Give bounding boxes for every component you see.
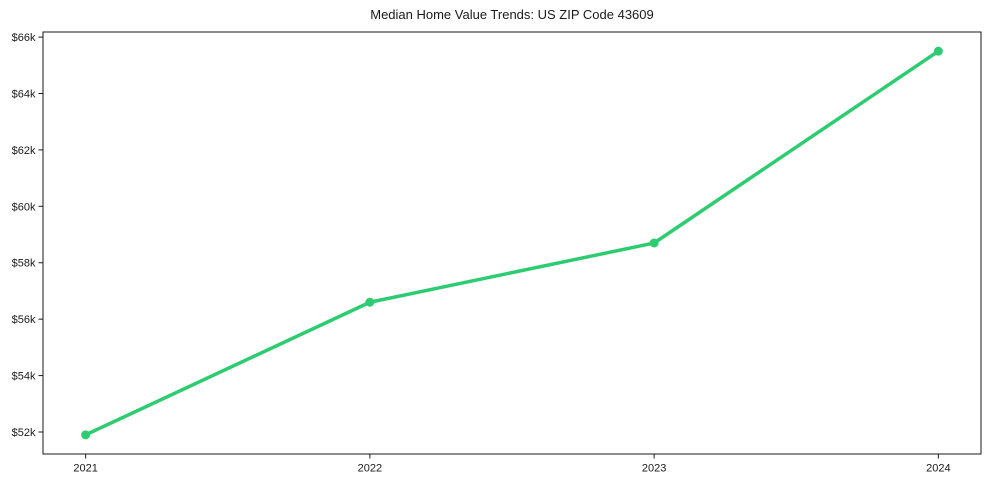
data-point xyxy=(649,238,659,248)
y-tick-label: $54k xyxy=(12,371,36,383)
x-tick-label: 2024 xyxy=(926,463,950,475)
data-point xyxy=(81,430,91,440)
chart-title: Median Home Value Trends: US ZIP Code 43… xyxy=(370,7,654,22)
y-tick-label: $62k xyxy=(12,145,36,157)
y-tick-label: $58k xyxy=(12,258,36,270)
plot-border xyxy=(42,31,982,455)
data-point xyxy=(933,46,943,56)
x-tick-label: 2021 xyxy=(73,463,97,475)
x-tick-label: 2022 xyxy=(358,463,382,475)
y-tick-label: $64k xyxy=(12,88,36,100)
y-tick-label: $60k xyxy=(12,201,36,213)
y-tick-label: $66k xyxy=(12,32,36,44)
x-tick-label: 2023 xyxy=(642,463,666,475)
data-line xyxy=(83,49,941,437)
y-tick-label: $52k xyxy=(12,427,36,439)
y-tick-label: $56k xyxy=(12,314,36,326)
data-point xyxy=(365,297,375,307)
